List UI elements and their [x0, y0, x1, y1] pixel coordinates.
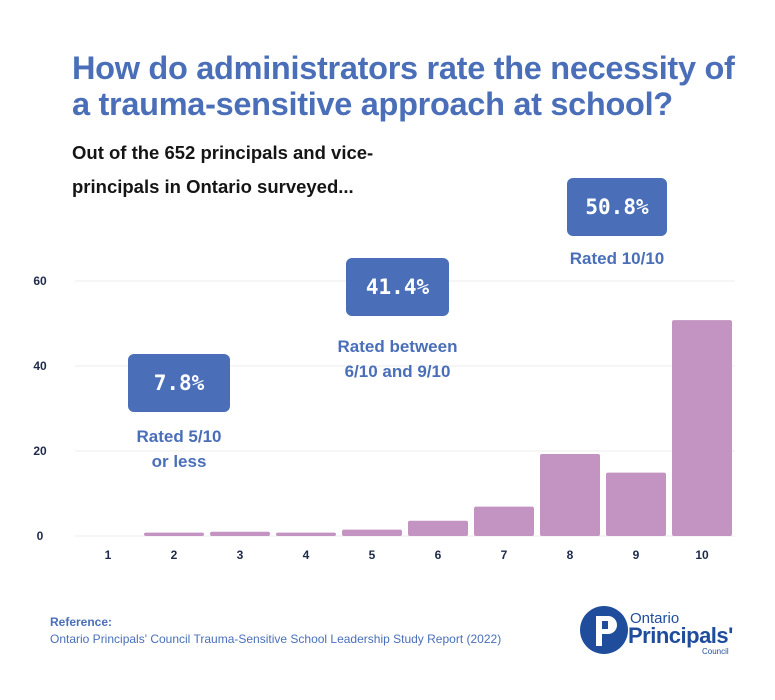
- bar-2: [144, 532, 204, 536]
- y-tick-label: 0: [37, 529, 44, 543]
- x-tick-label: 8: [567, 548, 574, 562]
- bar-9: [606, 472, 666, 536]
- bar-4: [276, 532, 336, 536]
- y-tick-label: 20: [33, 444, 47, 458]
- chart-subtitle: Out of the 652 principals and vice-princ…: [72, 142, 374, 197]
- bar-3: [210, 531, 270, 536]
- bar-chart: 0 20 40 60 1 2 3 4 5 6 7 8 9 10: [33, 274, 735, 562]
- x-tick-label: 5: [369, 548, 376, 562]
- x-tick-label: 7: [501, 548, 508, 562]
- bar-8: [540, 453, 600, 536]
- callout-low: 7.8% Rated 5/10 or less: [128, 354, 230, 474]
- callout-high-percent: 50.8%: [567, 178, 667, 236]
- bar-5: [342, 529, 402, 536]
- y-tick-labels: 0 20 40 60: [33, 274, 47, 543]
- reference-text: Ontario Principals' Council Trauma-Sensi…: [50, 632, 502, 646]
- logo-p-icon: [580, 606, 628, 654]
- x-tick-label: 3: [237, 548, 244, 562]
- x-tick-labels: 1 2 3 4 5 6 7 8 9 10: [105, 548, 709, 562]
- callout-mid: 41.4% Rated between 6/10 and 9/10: [338, 258, 457, 384]
- callout-mid-label: Rated between 6/10 and 9/10: [337, 337, 458, 381]
- bar-6: [408, 520, 468, 536]
- logo-text-council: Council: [702, 647, 729, 656]
- bar-10: [672, 320, 732, 536]
- x-tick-label: 2: [171, 548, 178, 562]
- x-tick-label: 6: [435, 548, 442, 562]
- reference-heading: Reference:: [50, 615, 113, 629]
- x-tick-label: 1: [105, 548, 112, 562]
- callout-high: 50.8% Rated 10/10: [567, 178, 667, 271]
- logo-text-principals: Principals': [628, 623, 733, 648]
- bar-7: [474, 506, 534, 536]
- y-tick-label: 60: [33, 274, 47, 288]
- chart-title: How do administrators rate the necessity…: [72, 50, 735, 122]
- x-tick-label: 10: [695, 548, 709, 562]
- bars: [144, 320, 732, 536]
- callout-low-label: Rated 5/10 or less: [136, 427, 222, 471]
- x-tick-label: 9: [633, 548, 640, 562]
- callout-low-percent: 7.8%: [128, 354, 230, 412]
- logo-text-ontario: Ontario: [630, 610, 680, 627]
- callout-mid-percent: 41.4%: [346, 258, 449, 316]
- ontario-principals-council-logo: Ontario Principals' Council: [580, 604, 733, 656]
- callout-high-label: Rated 10/10: [569, 249, 665, 268]
- x-tick-label: 4: [303, 548, 310, 562]
- y-tick-label: 40: [33, 359, 47, 373]
